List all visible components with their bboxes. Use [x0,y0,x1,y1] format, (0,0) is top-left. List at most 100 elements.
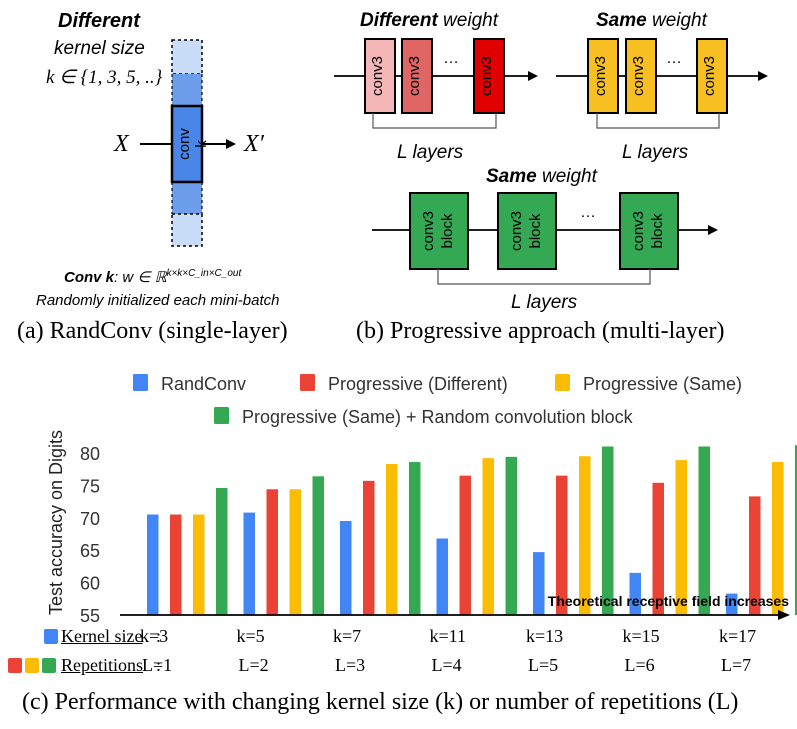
receptive-field-note: Theoretical receptive field increases [548,593,789,609]
k-value-2: k=5 [236,626,265,646]
same-rest: weight [646,10,707,31]
bar-s1-c3 [340,521,352,615]
k-value-6: k=15 [622,626,660,646]
diff-weight-label: Different weight [360,10,498,32]
same2-bold: Same [486,166,537,187]
bar-s1-c5 [533,552,545,615]
k-value-7: k=17 [719,626,757,646]
y-tick-60: 60 [80,574,100,594]
bar-s3-c4 [482,458,494,615]
k-value-3: k=7 [333,626,362,646]
conv3-box-diff-2 [401,38,433,114]
bar-s1-c7 [726,593,738,615]
input-x: X [114,131,129,157]
conv3-label-5: conv3 [630,55,647,97]
block-label-2-l2: block [527,213,544,249]
legend-label-4: Progressive (Same) + Random convolution … [242,407,634,427]
bar-s1-c2 [243,512,255,615]
l-value-5: L=5 [528,655,559,675]
bar-s2-c7 [749,496,761,615]
conv3-box-same-2 [625,38,657,114]
bracket-same [596,113,720,129]
bar-s4-c3 [409,462,421,615]
caption-c: (c) Performance with changing kernel siz… [22,689,738,716]
l-value-6: L=6 [624,655,655,675]
bar-s4-c1 [216,487,228,615]
y-axis-label: Test accuracy on Digits [46,430,66,615]
conv-def-sup: k×k×C_in×C_out [166,268,242,279]
bar-s3-c6 [675,460,687,615]
k-value-4: k=11 [429,626,466,646]
conv3-block-1 [409,192,469,270]
bar-s4-c7 [795,445,797,615]
bar-s3-c2 [289,489,301,615]
bar-s2-c1 [170,514,182,615]
bar-s1-c6 [629,572,641,615]
bar-s1-c1 [147,514,159,615]
block-label-3: conv3 block [629,196,669,266]
bar-s4-c2 [312,476,324,615]
diff-bold: Different [360,10,438,31]
bracket-diff [372,113,497,129]
y-tick-65: 65 [80,541,100,561]
bar-s4-c5 [602,446,614,615]
y-tick-70: 70 [80,509,100,529]
block-label-3-l2: block [649,213,666,249]
dots-same: … [666,50,682,67]
arrow-head-icon [226,139,236,149]
y-tick-55: 55 [80,606,100,626]
conv3-label-3: conv3 [478,55,495,97]
conv3-box-same-1 [587,38,619,114]
l-value-2: L=2 [238,655,269,675]
panel-a-diagram [140,39,236,247]
conv3-block-2 [497,192,557,270]
bar-s2-c6 [652,482,664,615]
same-weight-label: Same weight [596,10,707,32]
conv3-block-3 [619,192,679,270]
conv-def: Conv k: w ∈ ℝk×k×C_in×C_out [64,268,241,286]
legend-swatch-3 [555,374,570,391]
x-axis-arrow-icon [778,610,790,620]
bar-s3-c7 [772,462,784,615]
legend-swatch-1 [133,374,148,391]
conv3-box-diff-3 [473,38,505,114]
k-value-1: k=3 [140,626,169,646]
bar-s2-c4 [459,475,471,615]
legend-swatch-2 [300,374,315,391]
conv3-label-6: conv3 [701,55,718,97]
caption-c-text: (c) Performance with changing kernel siz… [22,689,739,715]
block-label-1-l2: block [439,213,456,249]
conv3-label-2: conv3 [406,55,423,97]
layers-label-diff: L layers [397,142,464,163]
bar-s3-c1 [193,514,205,615]
kernel-size-swatch [44,629,58,644]
dots-block: … [580,204,596,221]
k-value-5: k=13 [526,626,564,646]
l-value-4: L=4 [431,655,462,675]
l-value-1: L=1 [142,655,173,675]
conv3-label-4: conv3 [592,55,609,97]
panel-a-k-set: k ∈ {1, 3, 5, ..} [46,67,163,88]
legend-label-2: Progressive (Different) [328,374,508,394]
kernel-slot-lower [172,182,202,214]
kernel-slot-upper [172,74,202,106]
bar-s2-c2 [266,489,278,615]
repetitions-label: Repetitions [61,655,143,675]
bar-s3-c5 [579,456,591,615]
layers-label-same: L layers [622,142,689,163]
block-label-3-l1: conv3 [630,210,647,252]
block-label-1: conv3 block [419,196,459,266]
kernel-size-label: Kernel size [61,626,143,646]
bar-s3-c3 [386,463,398,615]
conv-def-bold: Conv k [64,269,115,286]
legend-swatch-4 [214,407,229,424]
block-label-2: conv3 block [507,196,547,266]
legend-label-1: RandConv [161,374,246,394]
bar-chart: RandConv Progressive (Different) Progressi… [46,374,797,626]
dots-diff: … [443,50,459,67]
output-x: X′ [244,131,264,157]
rep-swatch-yellow [25,658,39,673]
block-label-1-l1: conv3 [420,210,437,252]
rep-swatch-red [8,658,22,673]
conv-def-text: : w ∈ ℝ [114,269,167,286]
